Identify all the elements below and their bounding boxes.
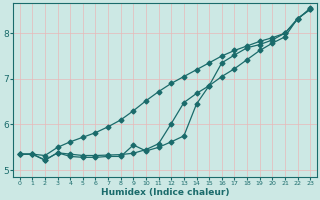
X-axis label: Humidex (Indice chaleur): Humidex (Indice chaleur) <box>101 188 229 197</box>
